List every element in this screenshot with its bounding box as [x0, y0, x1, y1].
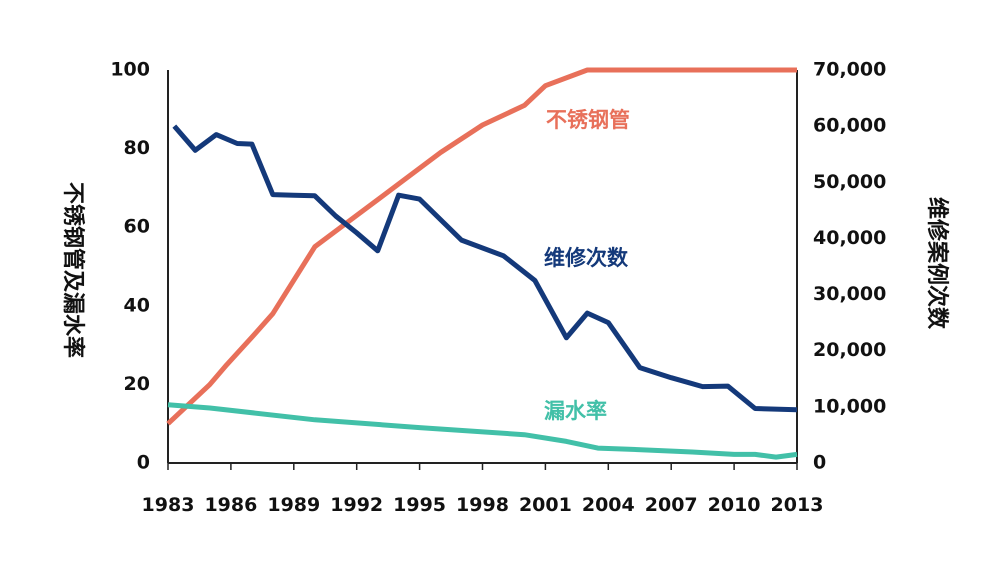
series-line-stainless-pipe [166, 67, 797, 426]
series-lines [166, 67, 798, 460]
series-label-stainless-pipe: 不锈钢管 [546, 108, 630, 132]
series-label-leak-rate: 漏水率 [544, 399, 607, 423]
x-tick-label: 1983 [142, 494, 195, 516]
right-y-tick-label: 20,000 [813, 339, 886, 361]
x-tick-label: 2001 [519, 494, 572, 516]
left-y-tick-label: 0 [137, 452, 150, 474]
right-y-tick-label: 70,000 [813, 59, 886, 81]
x-tick-label: 1989 [267, 494, 320, 516]
x-tick-group: 1983 1986 1989 1992 1995 1998 2001 2004 2007 2010… [142, 463, 824, 516]
x-tick-label: 2010 [708, 494, 761, 516]
left-y-tick-label: 100 [110, 59, 150, 81]
left-y-tick-label: 20 [124, 373, 150, 395]
right-y-tick-label: 0 [813, 452, 826, 474]
left-axis-title: 不锈钢管及漏水率 [60, 182, 86, 358]
right-y-tick-label: 60,000 [813, 115, 886, 137]
right-y-tick-group: 0 10,000 20,000 30,000 40,000 50,000 60,000 70,… [813, 59, 886, 474]
left-y-tick-label: 60 [124, 216, 150, 238]
x-tick-label: 1998 [456, 494, 509, 516]
x-tick-label: 1992 [330, 494, 383, 516]
series-label-repairs: 维修次数 [544, 246, 629, 270]
series-line-leak-rate [167, 402, 798, 460]
right-y-tick-label: 40,000 [813, 227, 886, 249]
left-y-tick-label: 80 [124, 137, 150, 159]
right-axis-title: 维修案例次数 [924, 197, 950, 330]
axes [167, 70, 798, 464]
x-tick-label: 1995 [393, 494, 446, 516]
x-tick-label: 1986 [204, 494, 257, 516]
left-y-tick-group: 0 20 40 60 80 100 [110, 59, 150, 474]
right-y-tick-label: 10,000 [813, 395, 886, 417]
series-line-repairs [172, 124, 798, 413]
right-y-tick-label: 50,000 [813, 171, 886, 193]
x-tick-label: 2013 [771, 494, 824, 516]
left-y-tick-label: 40 [124, 294, 150, 316]
x-tick-label: 2007 [645, 494, 698, 516]
right-y-tick-label: 30,000 [813, 283, 886, 305]
x-tick-label: 2004 [582, 494, 635, 516]
